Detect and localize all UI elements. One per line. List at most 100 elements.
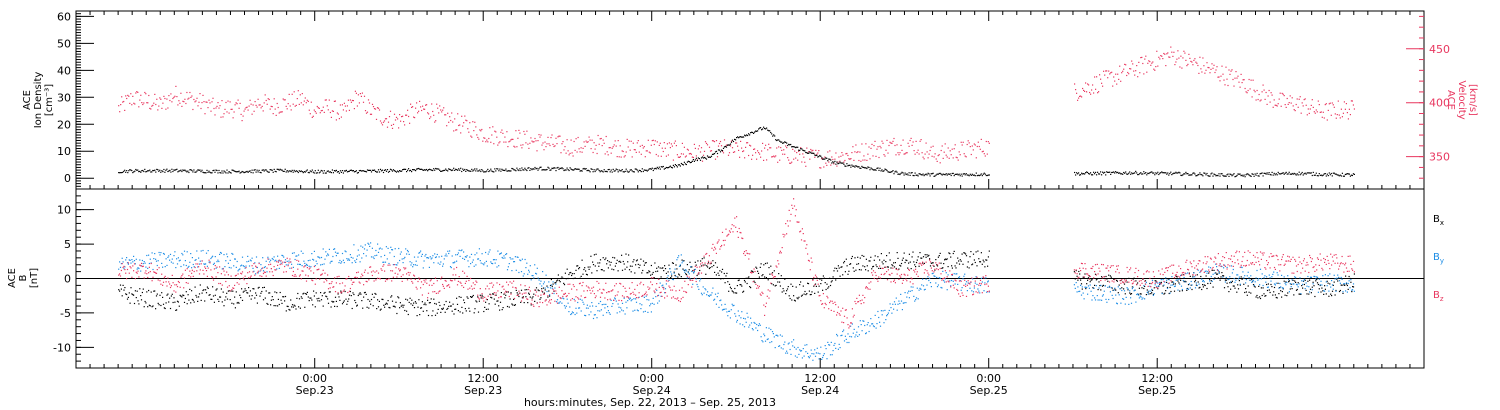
- b-series-by-point: [1187, 272, 1188, 273]
- b-series-by-point: [656, 290, 657, 291]
- b-series-by-point: [679, 266, 680, 267]
- b-series-bx-point: [1220, 276, 1221, 277]
- density-series-point: [333, 172, 334, 173]
- b-series-by-point: [501, 252, 502, 253]
- b-series-by-point: [766, 327, 767, 328]
- b-series-by-point: [363, 253, 364, 254]
- b-series-by-point: [635, 298, 636, 299]
- velocity-series-point: [1354, 108, 1355, 109]
- b-series-by-point: [546, 291, 547, 292]
- density-series-point: [498, 170, 499, 171]
- b-series-bx-point: [743, 291, 744, 292]
- b-series-by-point: [860, 320, 861, 321]
- velocity-series-point: [707, 144, 708, 145]
- b-series-bx-point: [461, 307, 462, 308]
- b-series-by-point: [816, 352, 817, 353]
- velocity-series-point: [229, 113, 230, 114]
- b-series-bx-point: [718, 273, 719, 274]
- density-series-point: [877, 167, 878, 168]
- velocity-series-point: [894, 145, 895, 146]
- b-series-bx-point: [1203, 286, 1204, 287]
- b-series-by-point: [186, 265, 187, 266]
- velocity-series-point: [1339, 115, 1340, 116]
- b-series-bx-point: [721, 271, 722, 272]
- b-series-bx-point: [148, 290, 149, 291]
- density-series-point: [1199, 172, 1200, 173]
- velocity-series-point: [928, 157, 929, 158]
- density-series-point: [735, 139, 736, 140]
- b-series-bx-point: [1328, 283, 1329, 284]
- velocity-series-point: [901, 150, 902, 151]
- density-series-point: [1122, 174, 1123, 175]
- velocity-series-point: [201, 102, 202, 103]
- b-series-bx-point: [919, 266, 920, 267]
- velocity-series-point: [876, 149, 877, 150]
- b-series-by-point: [982, 281, 983, 282]
- b-series-bx-point: [321, 299, 322, 300]
- velocity-series-point: [569, 154, 570, 155]
- b-series-bx-point: [1091, 279, 1092, 280]
- velocity-series-point: [792, 149, 793, 150]
- b-series-by-point: [1151, 289, 1152, 290]
- b-series-by-point: [1081, 295, 1082, 296]
- b-series-bx-point: [1263, 293, 1264, 294]
- velocity-series-point: [381, 122, 382, 123]
- density-series-point: [222, 172, 223, 173]
- velocity-series-point: [226, 111, 227, 112]
- density-series-point: [239, 171, 240, 172]
- velocity-series-point: [440, 109, 441, 110]
- velocity-series-point: [153, 103, 154, 104]
- b-series-by-point: [867, 324, 868, 325]
- velocity-series-point: [734, 151, 735, 152]
- b-series-bx-point: [881, 253, 882, 254]
- b-series-by-point: [1173, 282, 1174, 283]
- b-series-by-point: [799, 349, 800, 350]
- b-series-by-point: [1181, 286, 1182, 287]
- b-series-bx-point: [373, 305, 374, 306]
- b-series-by-point: [698, 289, 699, 290]
- velocity-series-point: [886, 140, 887, 141]
- b-series-bx-point: [274, 305, 275, 306]
- b-series-bx-point: [1186, 290, 1187, 291]
- b-series-bx-point: [1210, 283, 1211, 284]
- b-series-by-point: [761, 340, 762, 341]
- b-series-bx-point: [320, 292, 321, 293]
- density-series-point: [1095, 172, 1096, 173]
- velocity-series-point: [188, 98, 189, 99]
- velocity-series-point: [1249, 79, 1250, 80]
- b-series-by-point: [814, 349, 815, 350]
- density-series-point: [444, 170, 445, 171]
- b-series-by-point: [364, 248, 365, 249]
- velocity-series-point: [1138, 62, 1139, 63]
- b-series-by-point: [266, 261, 267, 262]
- b-series-bx-point: [682, 260, 683, 261]
- b-series-by-point: [907, 292, 908, 293]
- b-axis-tick-label: 10: [57, 204, 71, 217]
- b-series-by-point: [433, 262, 434, 263]
- b-series-bx-point: [307, 292, 308, 293]
- b-series-by-point: [1186, 288, 1187, 289]
- velocity-series-point: [356, 93, 357, 94]
- velocity-series-point: [340, 104, 341, 105]
- velocity-series-point: [152, 105, 153, 106]
- b-series-bx-point: [632, 261, 633, 262]
- velocity-series-point: [174, 96, 175, 97]
- density-series-point: [696, 158, 697, 159]
- b-series-bx-point: [352, 308, 353, 309]
- b-series-bx-point: [1098, 281, 1099, 282]
- b-series-by-point: [1231, 265, 1232, 266]
- velocity-series-point: [787, 157, 788, 158]
- density-series-point: [159, 170, 160, 171]
- b-series-by-point: [1279, 283, 1280, 284]
- velocity-series-point: [469, 122, 470, 123]
- density-series-point: [593, 171, 594, 172]
- b-series-by-point: [589, 306, 590, 307]
- b-series-bx-point: [676, 268, 677, 269]
- b-series-bx-point: [608, 267, 609, 268]
- b-series-bx-point: [1261, 287, 1262, 288]
- b-series-by-point: [829, 345, 830, 346]
- velocity-series-point: [879, 146, 880, 147]
- b-series-by-point: [144, 261, 145, 262]
- b-series-by-point: [620, 307, 621, 308]
- density-series-point: [869, 169, 870, 170]
